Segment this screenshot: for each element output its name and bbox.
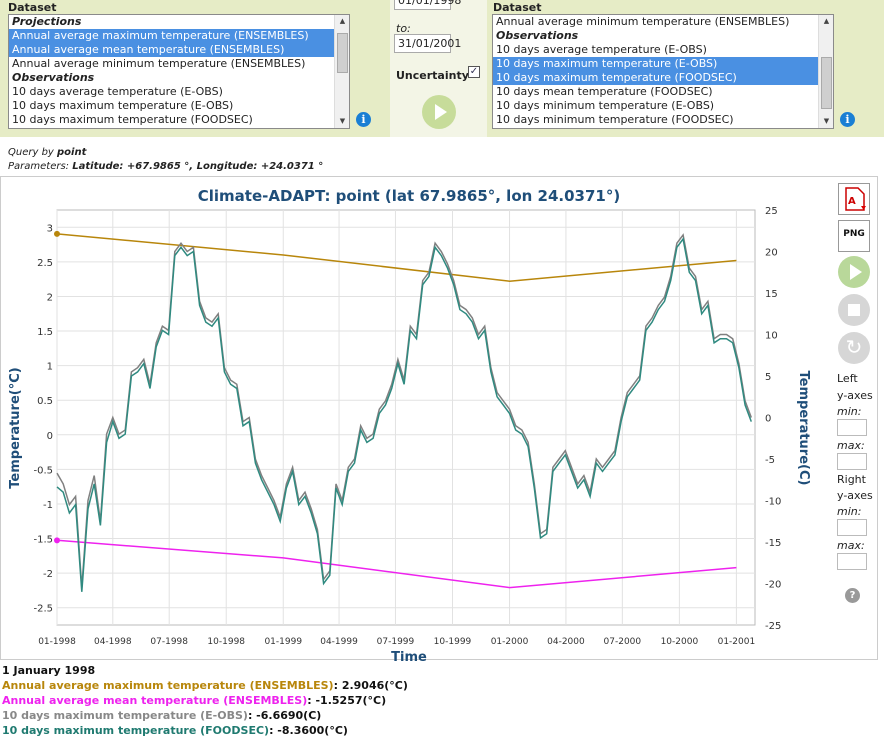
list-item[interactable]: 10 days maximum temperature (FOODSEC) <box>493 71 818 85</box>
uncertainty-label: Uncertainty <box>396 69 469 82</box>
readout-value: : -1.5257(°C) <box>307 694 387 707</box>
scroll-up-icon[interactable]: ▲ <box>339 17 346 25</box>
from-date-input[interactable]: 01/01/1998 <box>394 0 461 10</box>
reload-icon[interactable]: ↻ <box>838 332 870 364</box>
readout-value: : -6.6690(C) <box>247 709 322 722</box>
query-parameters: Parameters: Latitude: +67.9865 °, Longit… <box>8 161 324 172</box>
query-mode: Query by point <box>8 147 87 158</box>
svg-text:A: A <box>848 196 856 207</box>
right-max-input[interactable] <box>837 553 867 570</box>
scroll-thumb[interactable] <box>337 33 348 73</box>
list-item[interactable]: 10 days minimum temperature (E-OBS) <box>496 99 715 112</box>
list-item[interactable]: Annual average mean temperature (ENSEMBL… <box>9 43 334 57</box>
scroll-thumb[interactable] <box>821 57 832 109</box>
list-item[interactable]: 10 days average temperature (E-OBS) <box>496 43 707 56</box>
readout-line: Annual average mean temperature (ENSEMBL… <box>2 694 386 707</box>
scroll-down-icon[interactable]: ▼ <box>823 117 830 125</box>
list-item[interactable]: Annual average minimum temperature (ENSE… <box>496 15 790 28</box>
right-min-input[interactable] <box>837 519 867 536</box>
left-min-input[interactable] <box>837 419 867 436</box>
chart-frame <box>0 176 878 660</box>
readout-value: : -8.3600(°C) <box>269 724 348 737</box>
right-axes-label: Right <box>837 473 866 486</box>
right-dataset-list[interactable]: Annual average minimum temperature (ENSE… <box>492 14 834 129</box>
left-info-icon[interactable]: i <box>356 112 371 127</box>
left-dataset-title: Dataset <box>8 1 57 14</box>
right-min-label: min: <box>837 505 862 518</box>
list-item[interactable]: 10 days maximum temperature (E-OBS) <box>493 57 818 71</box>
readout-date: 1 January 1998 <box>2 664 96 677</box>
right-info-icon[interactable]: i <box>840 112 855 127</box>
to-label: to: <box>396 22 411 35</box>
list-item[interactable]: Annual average minimum temperature (ENSE… <box>12 57 306 70</box>
list-item[interactable]: 10 days maximum temperature (FOODSEC) <box>12 113 253 126</box>
play-icon[interactable] <box>838 256 870 288</box>
png-download-icon[interactable]: PNG <box>838 220 870 252</box>
list-item[interactable]: Annual average maximum temperature (ENSE… <box>9 29 334 43</box>
right-dataset-title: Dataset <box>493 1 542 14</box>
left-max-input[interactable] <box>837 453 867 470</box>
right-y-axes-label: y-axes <box>837 489 873 502</box>
list-item[interactable]: 10 days mean temperature (FOODSEC) <box>496 85 713 98</box>
scroll-up-icon[interactable]: ▲ <box>823 17 830 25</box>
list-item[interactable]: 10 days minimum temperature (FOODSEC) <box>496 113 734 126</box>
help-icon[interactable]: ? <box>845 588 860 603</box>
to-date-input[interactable]: 31/01/2001 <box>394 34 461 53</box>
right-list-scrollbar[interactable]: ▲ ▼ <box>818 15 833 128</box>
readout-line: Annual average maximum temperature (ENSE… <box>2 679 408 692</box>
readout-value: : 2.9046(°C) <box>333 679 408 692</box>
list-group-header: Projections <box>12 15 82 28</box>
left-list-scrollbar[interactable]: ▲ ▼ <box>334 15 349 128</box>
list-group-header: Observations <box>12 71 95 84</box>
left-y-axes-label: y-axes <box>837 389 873 402</box>
left-axes-label: Left <box>837 372 858 385</box>
left-dataset-list[interactable]: Projections Annual average maximum temper… <box>8 14 350 129</box>
scroll-down-icon[interactable]: ▼ <box>339 117 346 125</box>
readout-series-name: Annual average mean temperature (ENSEMBL… <box>2 694 308 707</box>
run-query-button[interactable] <box>422 95 456 129</box>
readout-series-name: Annual average maximum temperature (ENSE… <box>2 679 334 692</box>
uncertainty-checkbox[interactable]: ✓ <box>468 66 480 78</box>
readout-line: 10 days maximum temperature (E-OBS): -6.… <box>2 709 321 722</box>
list-group-header: Observations <box>496 29 579 42</box>
left-min-label: min: <box>837 405 862 418</box>
list-item[interactable]: 10 days maximum temperature (E-OBS) <box>12 99 234 112</box>
readout-series-name: 10 days maximum temperature (FOODSEC) <box>2 724 270 737</box>
pdf-download-icon[interactable]: A <box>838 183 870 215</box>
right-max-label: max: <box>837 539 865 552</box>
readout-line: 10 days maximum temperature (FOODSEC): -… <box>2 724 348 737</box>
readout-series-name: 10 days maximum temperature (E-OBS) <box>2 709 248 722</box>
list-item[interactable]: 10 days average temperature (E-OBS) <box>12 85 223 98</box>
stop-icon[interactable] <box>838 294 870 326</box>
left-max-label: max: <box>837 439 865 452</box>
